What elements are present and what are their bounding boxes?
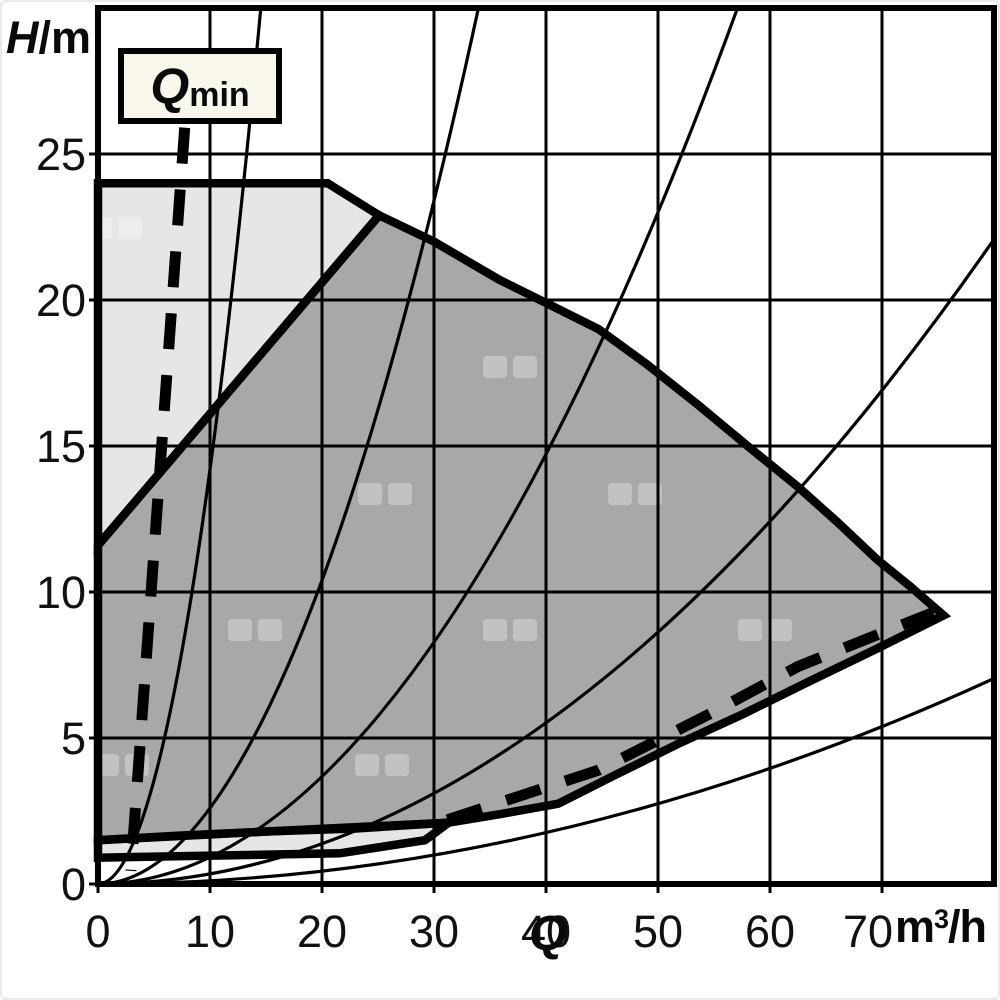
plot-border xyxy=(95,5,997,887)
watermark-mark xyxy=(738,619,762,641)
qmin-label-symbol: Q xyxy=(150,58,190,114)
watermark-mark xyxy=(483,619,507,641)
watermark-mark xyxy=(513,619,537,641)
qmin-limit-vertical xyxy=(125,127,191,872)
operating-range-fill xyxy=(98,215,944,841)
watermark-mark xyxy=(118,217,142,239)
y-tick-label-0: 0 xyxy=(61,859,86,910)
qmin-limit-lower xyxy=(445,607,936,826)
watermark-mark xyxy=(385,754,409,776)
x-axis-unit: m3/h xyxy=(895,901,987,953)
x-axis-unit-rest: /h xyxy=(948,901,987,952)
y-axis-title-symbol: H xyxy=(6,12,39,63)
x-tick-label-60: 60 xyxy=(745,906,795,957)
y-axis-title-unit: /m xyxy=(38,12,92,63)
regions-fill xyxy=(98,183,944,858)
watermark-mark xyxy=(358,483,382,505)
qmin-limit-lines xyxy=(125,127,936,872)
x-tick-label-0: 0 xyxy=(85,906,110,957)
y-axis-title: H/m xyxy=(6,12,91,64)
x-axis-title: Q xyxy=(528,907,568,961)
system-curve-2 xyxy=(98,8,481,884)
system-curves xyxy=(98,8,994,884)
y-tick-label-25: 25 xyxy=(36,129,86,180)
x-axis-unit-exponent: 3 xyxy=(934,904,949,934)
y-tick-label-10: 10 xyxy=(36,567,86,618)
x-tick-label-40: 40 xyxy=(521,906,571,957)
operating-range-outline xyxy=(93,210,952,845)
y-tick-label-20: 20 xyxy=(36,275,86,326)
axis-tick-labels: 0 10 20 30 40 50 60 70 0 5 10 15 20 25 xyxy=(36,129,893,957)
system-curve-3 xyxy=(98,8,740,884)
x-tick-label-30: 30 xyxy=(409,906,459,957)
qmin-label-subscript: min xyxy=(189,76,250,114)
watermark-mark xyxy=(608,483,632,505)
x-axis-unit-m: m xyxy=(895,901,935,952)
x-tick-label-20: 20 xyxy=(297,906,347,957)
watermark-mark xyxy=(638,483,662,505)
system-curve-4 xyxy=(98,238,994,884)
y-tick-label-5: 5 xyxy=(61,713,86,764)
watermark-mark xyxy=(388,483,412,505)
x-tick-label-10: 10 xyxy=(185,906,235,957)
watermark-mark xyxy=(258,619,282,641)
envelope-max-speed-wedge-fill xyxy=(98,183,380,546)
watermark-mark xyxy=(513,356,537,378)
system-curve-1 xyxy=(98,8,263,884)
watermark-mark xyxy=(228,619,252,641)
x-tick-label-50: 50 xyxy=(633,906,683,957)
watermark-mark xyxy=(483,356,507,378)
x-tick-label-70: 70 xyxy=(843,906,893,957)
system-curve-5 xyxy=(98,676,994,884)
y-tick-label-15: 15 xyxy=(36,421,86,472)
watermark-mark xyxy=(768,619,792,641)
watermark-mark xyxy=(355,754,379,776)
